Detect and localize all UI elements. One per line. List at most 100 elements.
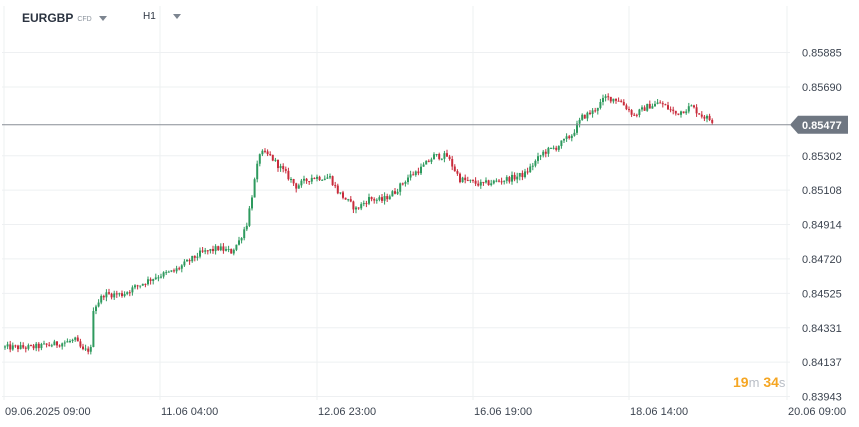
countdown-seconds-unit: s [778,375,786,390]
candle-down [30,345,32,347]
candle-up [656,102,659,104]
candle-up [355,207,357,210]
candle-up [602,97,604,102]
candle-up [469,179,472,181]
candle-up [43,343,45,345]
candle-up [297,185,300,189]
candle-up [425,160,428,165]
candle-up [518,172,521,177]
candle-down [672,109,675,111]
candle-up [362,203,365,205]
timeframe-label: H1 [143,11,156,22]
candle-up [167,271,170,273]
candle-up [531,165,534,167]
price-tag-badge [790,115,848,134]
candle-up [591,110,594,114]
candle-down [365,203,368,205]
candle-up [557,146,560,150]
candle-up [6,344,9,347]
candle-down [474,180,477,184]
candle-up [219,246,222,251]
candle-up [170,270,173,272]
candle-up [690,105,693,107]
candle-up [50,345,53,347]
symbol-selector[interactable]: EURGBP CFD [22,11,107,25]
candle-up [599,101,602,108]
candle-up [310,177,313,182]
candle-up [329,176,331,178]
candle-up [323,178,326,180]
candlestick-series [4,93,714,355]
candle-up [570,135,573,139]
candle-down [664,104,667,106]
candle-up [139,285,142,287]
candle-up [542,151,545,156]
candle-down [32,345,35,349]
candle-down [386,196,389,200]
candle-down [313,177,316,179]
candle-up [256,163,259,180]
candle-down [305,178,308,182]
candle-up [396,191,399,194]
candle-down [711,120,714,123]
candle-up [69,341,71,343]
candle-up [407,177,409,183]
candle-up [641,107,643,110]
candle-down [682,111,685,114]
candle-up [35,343,38,349]
candle-down [544,151,547,154]
candle-down [357,207,360,209]
candle-down [459,173,461,183]
candle-down [264,150,266,152]
candle-up [479,181,482,186]
candle-down [352,201,355,210]
candle-up [74,337,77,340]
candle-up [126,292,129,294]
candle-up [503,180,506,182]
candle-up [654,103,656,107]
candle-up [243,229,246,239]
candle-up [196,256,199,258]
candle-up [550,147,552,149]
candle-up [326,177,329,179]
candle-up [461,177,464,183]
chart-grid [2,6,790,400]
candle-up [560,140,563,147]
candle-down [472,179,474,181]
candle-up [430,159,433,162]
candle-down [633,114,636,116]
candle-down [446,153,448,157]
candle-down [466,180,469,182]
candle-down [693,105,695,108]
candle-down [173,270,175,272]
candle-down [609,96,612,102]
candle-up [433,154,435,160]
candle-up [258,154,261,164]
candle-down [648,103,651,109]
candle-down [394,191,396,194]
timeframe-selector[interactable]: H1 [143,11,181,22]
candle-down [9,344,12,350]
candle-up [240,238,243,241]
candle-up [414,171,417,175]
candle-up [680,111,682,115]
candle-down [102,295,105,298]
candle-up [573,132,576,136]
candle-down [373,199,376,201]
candle-up [261,150,264,155]
time-axis: 09.06.2025 09:00 11.06 04:00 12.06 23:00 16… [5,406,846,418]
candle-up [89,346,92,352]
candle-down [24,347,27,349]
candle-up [209,248,212,251]
candle-down [669,109,672,111]
candle-down [401,183,404,185]
price-tick-label: 0.84720 [802,254,842,266]
candle-down [453,166,456,172]
candle-up [547,147,550,154]
price-tick-label: 0.84525 [802,288,842,300]
candle-down [287,170,290,180]
candle-up [706,115,708,119]
candle-down [82,346,84,350]
candle-down [87,348,90,352]
